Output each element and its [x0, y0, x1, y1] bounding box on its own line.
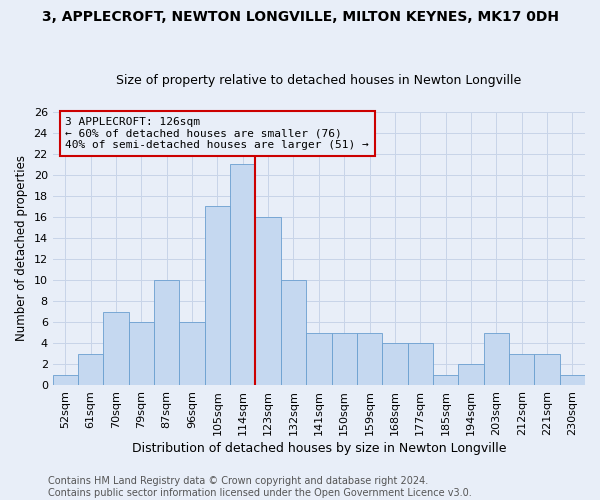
Bar [103, 312, 129, 385]
Bar [154, 280, 179, 385]
Bar [230, 164, 256, 385]
Bar [357, 332, 382, 385]
Bar [78, 354, 103, 385]
Bar [407, 343, 433, 385]
Title: Size of property relative to detached houses in Newton Longville: Size of property relative to detached ho… [116, 74, 521, 87]
Bar [306, 332, 332, 385]
Bar [281, 280, 306, 385]
Bar [256, 217, 281, 385]
Bar [433, 374, 458, 385]
Bar [458, 364, 484, 385]
Bar [179, 322, 205, 385]
Bar [560, 374, 585, 385]
Y-axis label: Number of detached properties: Number of detached properties [15, 156, 28, 342]
Text: 3, APPLECROFT, NEWTON LONGVILLE, MILTON KEYNES, MK17 0DH: 3, APPLECROFT, NEWTON LONGVILLE, MILTON … [41, 10, 559, 24]
X-axis label: Distribution of detached houses by size in Newton Longville: Distribution of detached houses by size … [131, 442, 506, 455]
Bar [509, 354, 535, 385]
Text: Contains HM Land Registry data © Crown copyright and database right 2024.
Contai: Contains HM Land Registry data © Crown c… [48, 476, 472, 498]
Bar [484, 332, 509, 385]
Bar [535, 354, 560, 385]
Bar [129, 322, 154, 385]
Bar [382, 343, 407, 385]
Bar [332, 332, 357, 385]
Bar [53, 374, 78, 385]
Text: 3 APPLECROFT: 126sqm
← 60% of detached houses are smaller (76)
40% of semi-detac: 3 APPLECROFT: 126sqm ← 60% of detached h… [65, 117, 369, 150]
Bar [205, 206, 230, 385]
